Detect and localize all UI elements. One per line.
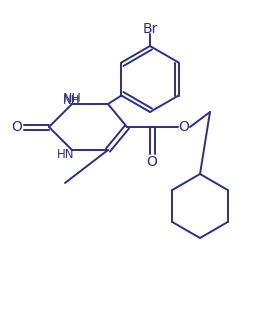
Text: HN: HN — [57, 147, 75, 160]
Text: O: O — [179, 120, 189, 134]
Text: O: O — [147, 155, 157, 169]
Text: O: O — [12, 120, 22, 134]
Text: Br: Br — [142, 22, 158, 36]
Text: NH: NH — [63, 94, 81, 106]
Text: NH: NH — [63, 91, 81, 104]
